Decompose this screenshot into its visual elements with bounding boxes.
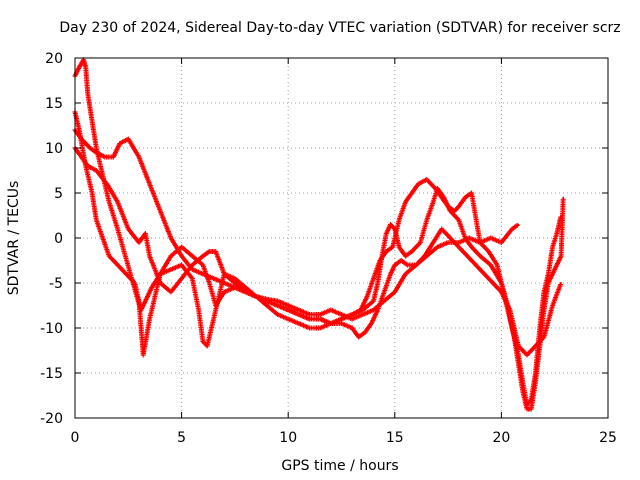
y-tick-label: -5 [49, 276, 63, 292]
y-tick-label: 15 [45, 96, 63, 112]
ticks: 0 5 10 15 20 25 -20 -15 -10 -5 0 5 10 15 20 [40, 51, 617, 446]
series-track-4 [72, 127, 520, 322]
data-point-marker [514, 222, 520, 228]
y-tick-label: -15 [40, 366, 63, 382]
series-layer [72, 57, 566, 412]
plot-frame [74, 57, 609, 419]
data-point-marker [558, 214, 564, 220]
x-tick-label: 20 [492, 430, 510, 446]
y-tick-label: 5 [54, 186, 63, 202]
data-point-marker [558, 282, 563, 288]
y-tick-label: -20 [40, 411, 63, 427]
y-tick-label: 0 [54, 231, 63, 247]
x-tick-label: 5 [177, 430, 186, 446]
x-tick-label: 15 [386, 430, 404, 446]
x-tick-label: 10 [279, 430, 297, 446]
data-point-marker [560, 196, 566, 202]
grid [75, 58, 608, 418]
y-axis-label: SDTVAR / TECUs [6, 181, 22, 296]
chart-title: Day 230 of 2024, Sidereal Day-to-day VTE… [59, 20, 620, 36]
series-line [74, 111, 562, 406]
series-track-2 [72, 109, 564, 407]
x-tick-label: 25 [599, 430, 617, 446]
x-tick-label: 0 [71, 430, 80, 446]
y-tick-label: 10 [45, 141, 63, 157]
y-tick-label: 20 [45, 51, 63, 67]
y-tick-label: -10 [40, 321, 63, 337]
series-line [74, 58, 565, 410]
x-axis-label: GPS time / hours [281, 458, 398, 474]
